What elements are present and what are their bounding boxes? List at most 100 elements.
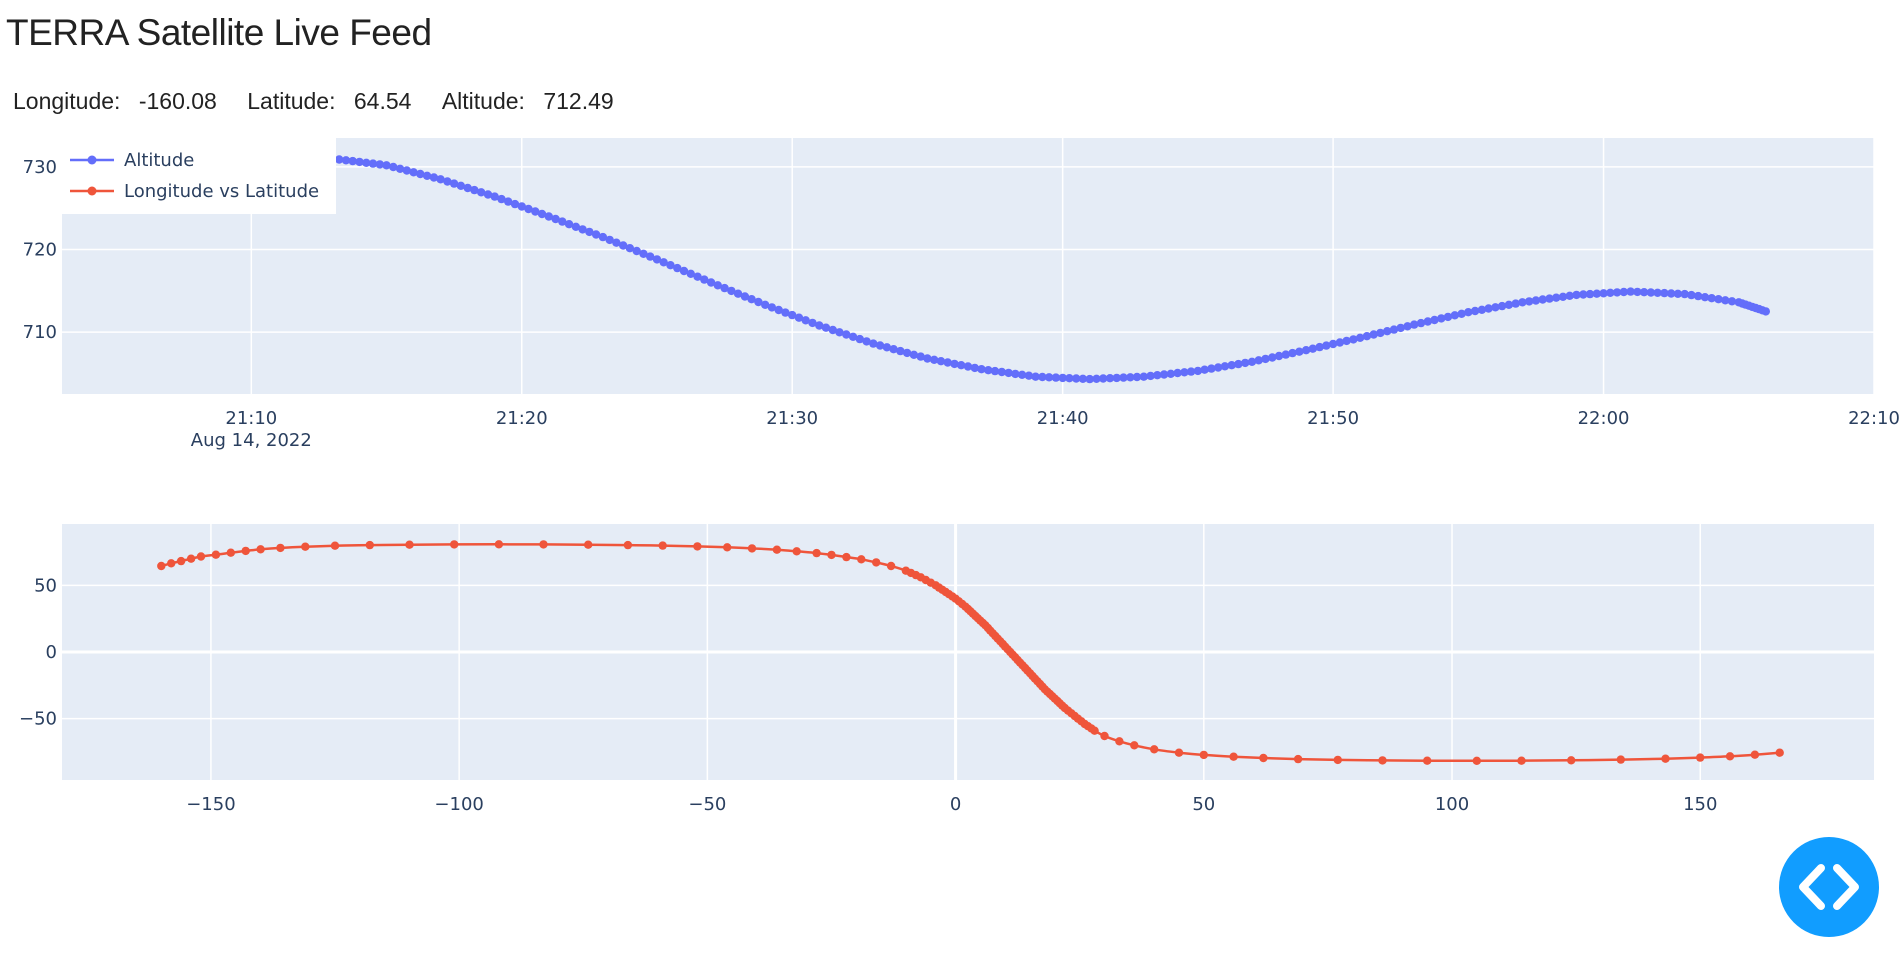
ground-track-point[interactable] (1130, 741, 1139, 750)
altitude-point[interactable] (632, 246, 641, 256)
altitude-point[interactable] (504, 197, 513, 206)
altitude-point[interactable] (551, 214, 560, 224)
altitude-point[interactable] (1437, 314, 1446, 323)
altitude-point[interactable] (659, 258, 668, 267)
altitude-point[interactable] (1328, 339, 1338, 349)
altitude-point[interactable] (470, 185, 479, 195)
ground-track-point[interactable] (857, 555, 866, 564)
ground-track-point[interactable] (330, 541, 340, 550)
ground-track-point[interactable] (157, 561, 166, 571)
altitude-point[interactable] (686, 269, 695, 278)
ground-track-point[interactable] (1378, 756, 1387, 765)
ground-track-point[interactable] (584, 540, 593, 549)
altitude-point[interactable] (639, 249, 648, 258)
altitude-point[interactable] (375, 160, 384, 169)
altitude-point[interactable] (443, 177, 452, 186)
ground-track-point[interactable] (872, 558, 881, 567)
altitude-point[interactable] (544, 212, 553, 221)
altitude-point[interactable] (930, 355, 939, 364)
ground-track-point[interactable] (186, 554, 196, 563)
altitude-point[interactable] (896, 346, 905, 356)
altitude-point[interactable] (1119, 373, 1128, 382)
altitude-point[interactable] (1470, 306, 1480, 316)
altitude-point[interactable] (1153, 371, 1162, 380)
ground-track-point[interactable] (301, 542, 310, 551)
altitude-point[interactable] (1511, 299, 1520, 308)
altitude-point[interactable] (842, 330, 851, 339)
altitude-point[interactable] (855, 334, 864, 344)
ground-track-point[interactable] (1150, 745, 1159, 754)
altitude-point[interactable] (1457, 309, 1466, 318)
altitude-point[interactable] (916, 352, 925, 361)
altitude-point[interactable] (1139, 372, 1149, 381)
altitude-point[interactable] (1383, 327, 1392, 336)
altitude-point[interactable] (1410, 320, 1419, 329)
ground-track-point[interactable] (1472, 756, 1482, 765)
altitude-point[interactable] (767, 303, 777, 312)
ground-track-point[interactable] (772, 545, 782, 554)
altitude-point[interactable] (957, 361, 966, 370)
altitude-point[interactable] (497, 194, 506, 204)
altitude-point[interactable] (977, 365, 986, 374)
altitude-point[interactable] (1592, 289, 1602, 298)
ground-track-chart[interactable]: −150 −100 −50 0 50 100 150 −50 0 50 (19, 524, 1874, 815)
altitude-point[interactable] (848, 332, 858, 341)
ground-track-point[interactable] (827, 550, 836, 560)
altitude-point[interactable] (666, 261, 675, 270)
ground-track-point[interactable] (1423, 756, 1432, 765)
altitude-point[interactable] (1531, 296, 1541, 305)
altitude-point[interactable] (1058, 373, 1067, 383)
altitude-point[interactable] (1423, 317, 1433, 326)
altitude-point[interactable] (1281, 350, 1291, 359)
altitude-point[interactable] (1707, 294, 1716, 303)
altitude-point[interactable] (835, 328, 844, 337)
altitude-point[interactable] (1072, 374, 1081, 383)
ground-track-point[interactable] (812, 548, 821, 558)
altitude-point[interactable] (1234, 359, 1243, 369)
altitude-point[interactable] (1254, 356, 1263, 365)
altitude-point[interactable] (1085, 374, 1094, 384)
altitude-point[interactable] (1038, 372, 1047, 382)
ground-track-point[interactable] (365, 540, 374, 550)
altitude-point[interactable] (1362, 332, 1372, 341)
altitude-point[interactable] (524, 204, 533, 214)
ground-track-point[interactable] (1616, 755, 1626, 764)
altitude-point[interactable] (335, 155, 344, 164)
altitude-point[interactable] (673, 263, 682, 273)
altitude-point[interactable] (1416, 318, 1426, 328)
altitude-point[interactable] (1430, 315, 1439, 325)
altitude-point[interactable] (1694, 291, 1703, 301)
altitude-point[interactable] (1004, 368, 1013, 378)
ground-track-point[interactable] (211, 550, 221, 559)
ground-track-point[interactable] (1725, 752, 1735, 761)
altitude-point[interactable] (1051, 373, 1061, 382)
altitude-point[interactable] (1349, 335, 1358, 344)
ground-track-point[interactable] (1229, 752, 1238, 761)
ground-track-point[interactable] (241, 546, 250, 556)
altitude-point[interactable] (591, 230, 601, 239)
altitude-point[interactable] (1268, 353, 1277, 362)
altitude-point[interactable] (1288, 348, 1297, 358)
altitude-point[interactable] (409, 168, 418, 177)
altitude-point[interactable] (923, 354, 932, 363)
altitude-point[interactable] (1721, 296, 1730, 305)
legend[interactable]: Altitude Longitude vs Latitude (62, 138, 336, 214)
ground-track-point[interactable] (539, 540, 548, 549)
ground-track-point[interactable] (405, 540, 414, 549)
altitude-point[interactable] (970, 363, 979, 373)
legend-entry-label[interactable]: Altitude (124, 150, 194, 171)
ground-track-point[interactable] (623, 540, 633, 550)
altitude-point[interactable] (1315, 342, 1324, 352)
ground-track-point[interactable] (450, 540, 459, 549)
altitude-point[interactable] (828, 325, 837, 335)
altitude-point[interactable] (1558, 292, 1568, 301)
ground-track-point[interactable] (1100, 731, 1109, 741)
altitude-point[interactable] (1220, 362, 1230, 371)
altitude-point[interactable] (909, 350, 919, 359)
altitude-point[interactable] (1159, 370, 1169, 379)
altitude-point[interactable] (362, 158, 371, 167)
altitude-point[interactable] (1322, 341, 1331, 350)
altitude-point[interactable] (1078, 374, 1088, 383)
altitude-point[interactable] (585, 227, 594, 237)
altitude-point[interactable] (1011, 369, 1020, 379)
